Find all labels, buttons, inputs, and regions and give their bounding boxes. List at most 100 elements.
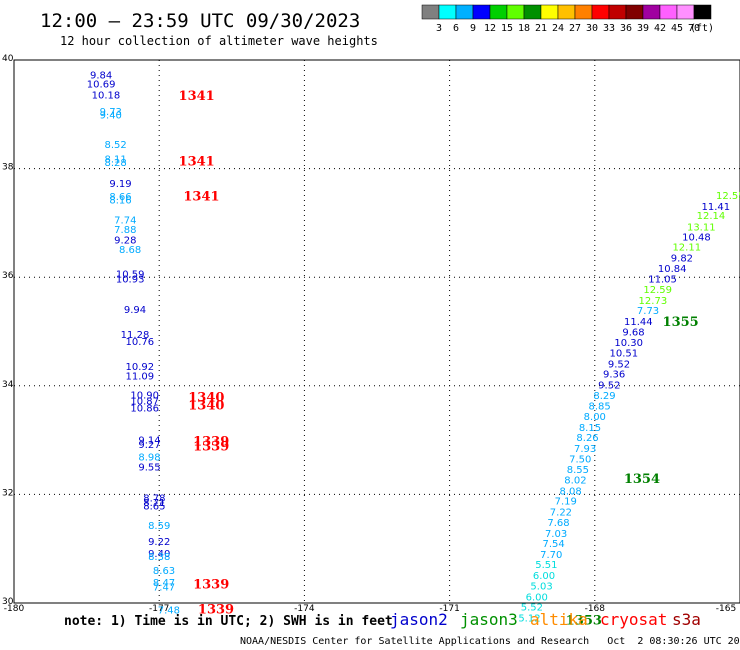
wave-height-label: 9.27 xyxy=(138,440,160,451)
colorbar-label: 18 xyxy=(518,23,530,34)
x-tick-label: -165 xyxy=(716,604,736,614)
wave-height-label: 11.41 xyxy=(701,202,730,213)
y-tick-label: 34 xyxy=(2,380,14,390)
colorbar-swatch xyxy=(676,4,695,20)
satellite-legend-altika: altika xyxy=(530,610,588,629)
wave-height-label: 12.59 xyxy=(643,285,672,296)
colorbar-label: 45 xyxy=(671,23,683,34)
wave-height-label: 8.08 xyxy=(559,486,581,497)
colorbar-label: 15 xyxy=(501,23,513,34)
wave-height-label: 7.48 xyxy=(158,605,180,616)
wave-height-label: 10.76 xyxy=(126,337,155,348)
wave-height-label: 7.70 xyxy=(540,550,562,561)
wave-height-label: 7.47 xyxy=(153,583,175,594)
wave-height-label: 10.59 xyxy=(116,270,145,281)
colorbar-swatch xyxy=(421,4,440,20)
wave-height-label: 8.65 xyxy=(143,502,165,513)
time-label: 1339 xyxy=(193,577,229,592)
colorbar-label: 39 xyxy=(637,23,649,34)
wave-height-label: 9.55 xyxy=(138,463,160,474)
wave-height-label: 10.90 xyxy=(130,390,159,401)
satellite-legend-jason2: jason2 xyxy=(390,610,448,629)
data-points: 9.8410.6910.189.739.408.528.118.289.198.… xyxy=(87,70,740,628)
wave-height-label: 9.94 xyxy=(124,305,146,316)
wave-height-label: 11.05 xyxy=(648,275,677,286)
colorbar-swatch xyxy=(591,4,610,20)
wave-height-label: 8.63 xyxy=(153,566,175,577)
wave-height-label: 9.73 xyxy=(100,107,122,118)
wave-height-label: 8.98 xyxy=(138,453,160,464)
wave-height-label: 10.92 xyxy=(126,362,155,373)
wave-height-label: 7.54 xyxy=(543,539,565,550)
wave-height-label: 10.93 xyxy=(116,275,145,286)
y-tick-label: 40 xyxy=(2,54,14,64)
wave-height-label: 7.88 xyxy=(114,225,136,236)
satellite-legend: jason2 jason3 altika cryosat s3a xyxy=(390,610,701,629)
chart-subtitle: 12 hour collection of altimeter wave hei… xyxy=(60,34,378,48)
wave-height-label: 10.87 xyxy=(130,396,159,407)
wave-height-label: 12.73 xyxy=(639,296,668,307)
time-label: 1340 xyxy=(188,399,224,414)
wave-height-label: 8.38 xyxy=(148,552,170,563)
x-tick-label: -177 xyxy=(149,604,169,614)
time-label: 1341 xyxy=(183,190,219,205)
x-tick-label: -168 xyxy=(585,604,606,614)
wave-height-label: 7.50 xyxy=(569,454,591,465)
footer-note: note: 1) Time is in UTC; 2) SWH is in fe… xyxy=(64,614,393,629)
wave-height-label: 9.82 xyxy=(671,253,693,264)
wave-height-label: 5.51 xyxy=(535,560,557,571)
colorbar-label: (ft) xyxy=(690,23,714,34)
wave-height-label: 8.71 xyxy=(143,498,165,509)
x-tick-label: -180 xyxy=(4,604,25,614)
wave-height-label: 8.59 xyxy=(148,521,170,532)
wave-height-label: 11.44 xyxy=(624,317,653,328)
y-tick-label: 38 xyxy=(2,163,14,173)
y-tick-label: 32 xyxy=(2,488,13,498)
wave-height-label: 13.11 xyxy=(687,223,716,234)
wave-height-label: 11.09 xyxy=(126,371,155,382)
x-tick-label: -174 xyxy=(294,604,315,614)
footer-credit: NOAA/NESDIS Center for Satellite Applica… xyxy=(240,636,740,647)
colorbar-label: 36 xyxy=(620,23,632,34)
colorbar-swatch xyxy=(472,4,491,20)
wave-height-label: 9.40 xyxy=(100,111,122,122)
wave-height-label: 9.14 xyxy=(138,435,160,446)
colorbar-swatch xyxy=(574,4,593,20)
x-tick-label: -171 xyxy=(439,604,459,614)
time-label: 1341 xyxy=(179,89,215,104)
colorbar-swatch xyxy=(506,4,525,20)
colorbar-label: 30 xyxy=(586,23,598,34)
colorbar-legend: 3 6 9 12 15 18 21 24 27 30 33 36 39 42 45 70(ft) xyxy=(421,4,714,34)
wave-height-label: 7.74 xyxy=(114,215,136,226)
wave-height-label: 8.68 xyxy=(119,245,141,256)
wave-height-label: 7.93 xyxy=(574,444,596,455)
wave-height-label: 12.55 xyxy=(716,191,740,202)
wave-height-label: 10.18 xyxy=(92,91,121,102)
colorbar-label: 42 xyxy=(654,23,666,34)
colorbar-label: 21 xyxy=(535,23,547,34)
time-label: 1355 xyxy=(663,315,699,330)
time-label: 1353 xyxy=(566,614,602,629)
wave-height-label: 8.47 xyxy=(153,578,175,589)
colorbar-label: 70 xyxy=(688,23,700,34)
colorbar-label: 33 xyxy=(603,23,615,34)
colorbar-swatch xyxy=(659,4,678,20)
wave-height-label: 8.55 xyxy=(567,465,589,476)
wave-height-label: 10.86 xyxy=(130,403,159,414)
time-label: 1339 xyxy=(193,435,229,450)
colorbar-swatch xyxy=(693,4,712,20)
wave-height-label: 9.68 xyxy=(622,327,644,338)
colorbar-swatch xyxy=(642,4,661,20)
plot-frame xyxy=(13,59,740,604)
wave-height-label: 7.73 xyxy=(637,306,659,317)
colorbar-swatch xyxy=(608,4,627,20)
wave-height-label: 7.19 xyxy=(555,497,577,508)
wave-height-label: 10.30 xyxy=(614,338,643,349)
wave-height-label: 9.22 xyxy=(148,537,170,548)
colorbar-label: 6 xyxy=(453,23,459,34)
colorbar-swatch xyxy=(625,4,644,20)
time-label: 1341 xyxy=(179,154,215,169)
wave-height-label: 10.69 xyxy=(87,80,116,91)
wave-height-label: 8.02 xyxy=(564,476,586,487)
